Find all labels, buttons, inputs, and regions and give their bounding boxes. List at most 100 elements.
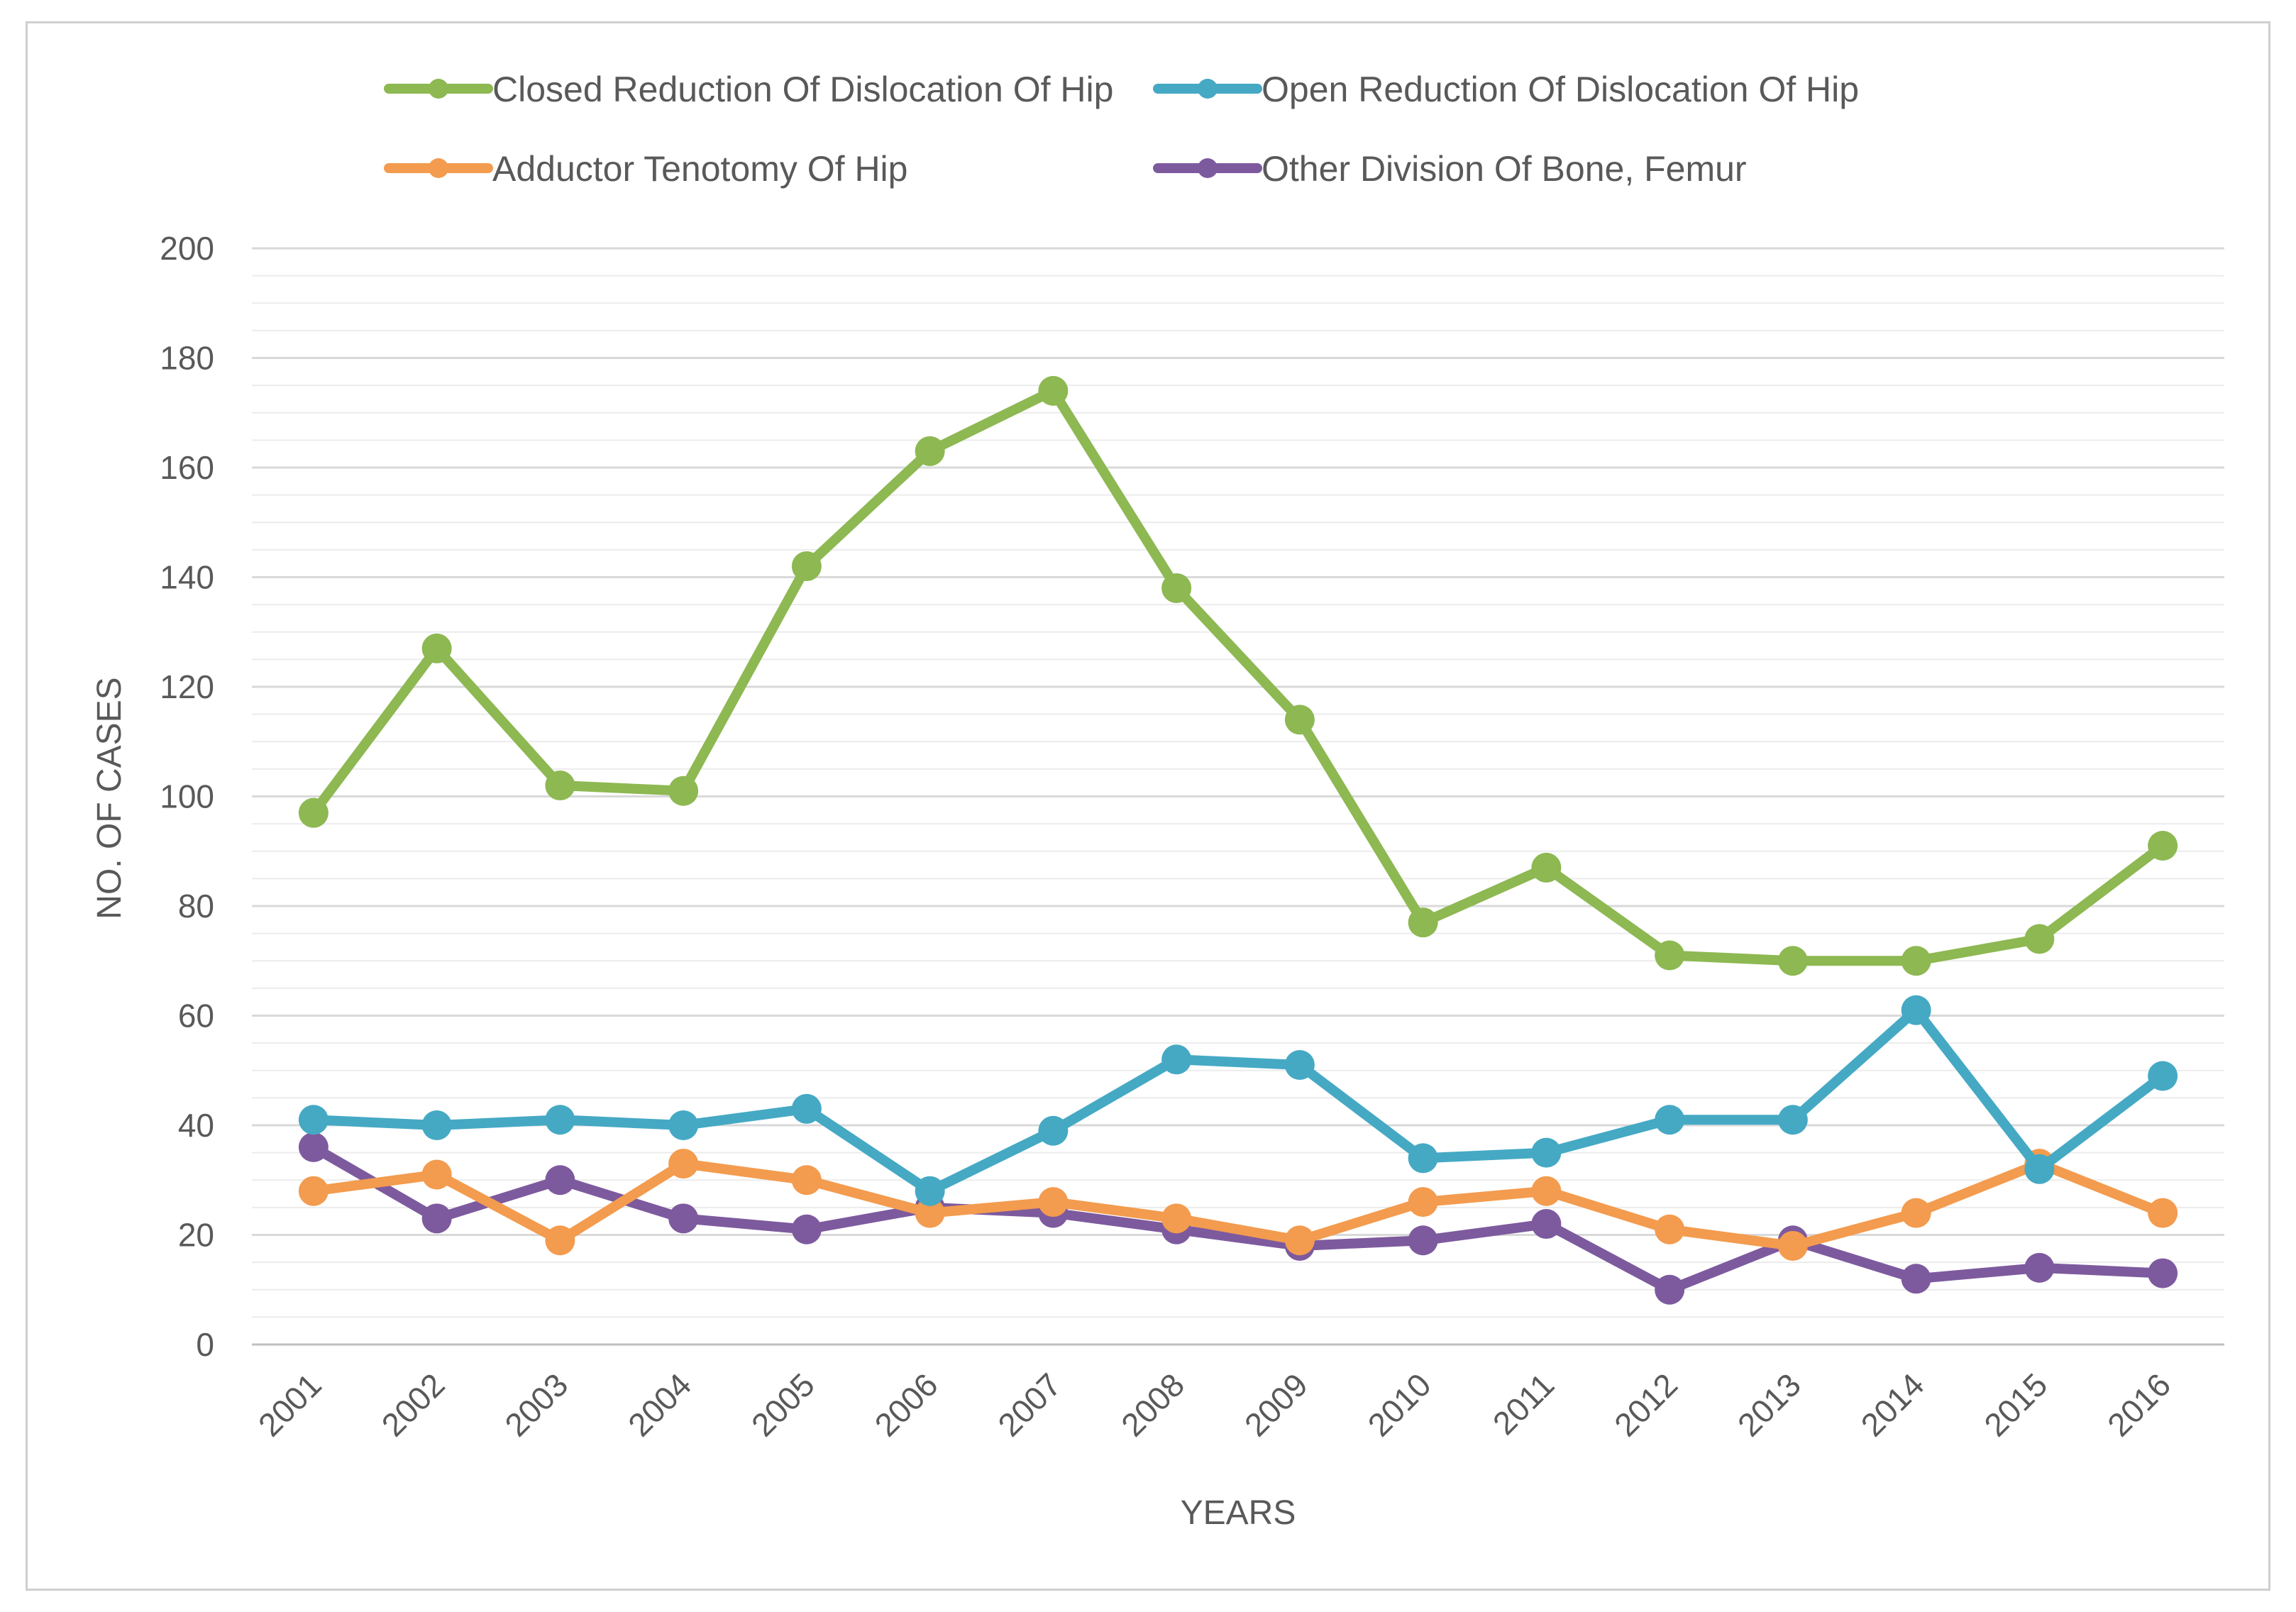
x-tick-label: 2008 xyxy=(1114,1366,1191,1443)
legend-item: Other Division Of Bone, Femur xyxy=(1153,149,1747,189)
data-point xyxy=(298,1105,329,1135)
y-tick-label: 20 xyxy=(178,1217,214,1254)
y-tick-label: 60 xyxy=(178,998,214,1034)
legend-item: Adductor Tenotomy Of Hip xyxy=(384,149,907,189)
data-point xyxy=(1038,1115,1069,1146)
legend-item: Closed Reduction Of Dislocation Of Hip xyxy=(384,70,1113,109)
y-tick-label: 180 xyxy=(160,340,214,377)
data-point xyxy=(421,1110,452,1140)
data-point xyxy=(2024,1154,2055,1184)
data-point xyxy=(1901,1264,1931,1294)
x-tick-label: 2015 xyxy=(1977,1366,2054,1443)
data-point xyxy=(421,633,452,663)
legend-label: Open Reduction Of Dislocation Of Hip xyxy=(1262,70,1859,109)
y-tick-label: 0 xyxy=(196,1326,214,1363)
data-point xyxy=(298,1132,329,1162)
x-tick-label: 2009 xyxy=(1237,1366,1315,1443)
data-point xyxy=(791,1165,822,1196)
x-tick-label: 2005 xyxy=(744,1366,822,1443)
data-point xyxy=(1655,940,1685,971)
data-point xyxy=(545,1105,575,1135)
series-line xyxy=(308,1005,2168,1196)
data-point xyxy=(1531,1137,1562,1168)
legend: Closed Reduction Of Dislocation Of Hip Op… xyxy=(384,70,1859,189)
x-tick-label: 2010 xyxy=(1361,1366,1438,1443)
data-point xyxy=(1531,1176,1562,1206)
data-point xyxy=(915,1176,945,1206)
data-point xyxy=(1531,1209,1562,1240)
data-point xyxy=(668,1203,699,1234)
data-point xyxy=(545,1225,575,1256)
legend-item: Open Reduction Of Dislocation Of Hip xyxy=(1153,70,1859,109)
y-tick-label: 100 xyxy=(160,778,214,815)
legend-swatch-marker xyxy=(429,158,448,178)
y-tick-label: 80 xyxy=(178,888,214,924)
data-point xyxy=(2024,924,2055,954)
x-tick-label: 2014 xyxy=(1854,1366,1931,1443)
data-point xyxy=(2148,831,2178,861)
data-point xyxy=(1284,1050,1315,1081)
y-tick-label: 40 xyxy=(178,1107,214,1144)
x-tick-label: 2001 xyxy=(251,1366,329,1443)
data-point xyxy=(2148,1198,2178,1228)
y-tick-label: 140 xyxy=(160,559,214,596)
data-point xyxy=(545,1165,575,1196)
data-point xyxy=(791,551,822,582)
data-point xyxy=(1408,1143,1438,1174)
data-point xyxy=(1777,946,1808,976)
data-point xyxy=(1284,1225,1315,1256)
data-point xyxy=(421,1159,452,1190)
x-axis-tick-labels: 2001 2002 2003 2004 2005 2006 2007 2008 2009 2010… xyxy=(251,1366,2178,1443)
data-point xyxy=(915,1198,945,1228)
legend-swatch-marker xyxy=(1198,158,1218,178)
data-point xyxy=(1901,1198,1931,1228)
series-line xyxy=(308,385,2168,966)
data-point xyxy=(1408,907,1438,938)
data-point xyxy=(1901,946,1931,976)
x-tick-label: 2012 xyxy=(1607,1366,1684,1443)
data-point xyxy=(1161,1044,1192,1075)
data-point xyxy=(2148,1258,2178,1288)
data-point xyxy=(1161,573,1192,603)
x-tick-label: 2013 xyxy=(1731,1366,1808,1443)
chart-frame xyxy=(26,21,2270,1591)
series-2 xyxy=(298,995,2178,1206)
y-axis-tick-labels: 0 20 40 60 80 100 120 140 160 180 200 xyxy=(160,230,214,1363)
data-point xyxy=(421,1203,452,1234)
legend-swatch-marker xyxy=(1198,79,1218,99)
data-point xyxy=(1655,1105,1685,1135)
data-point xyxy=(1777,1230,1808,1261)
x-tick-label: 2011 xyxy=(1486,1366,1562,1442)
legend-label: Adductor Tenotomy Of Hip xyxy=(492,149,907,189)
x-tick-label: 2003 xyxy=(497,1366,575,1443)
data-point xyxy=(1408,1187,1438,1218)
data-point xyxy=(298,1176,329,1206)
data-point xyxy=(668,775,699,806)
data-point xyxy=(1408,1225,1438,1256)
series-1 xyxy=(298,375,2178,976)
data-point xyxy=(1161,1203,1192,1234)
data-point xyxy=(1901,995,1931,1025)
legend-label: Closed Reduction Of Dislocation Of Hip xyxy=(492,70,1113,109)
data-point xyxy=(791,1093,822,1124)
data-point xyxy=(1038,375,1069,406)
data-point xyxy=(2024,1252,2055,1283)
legend-swatch-marker xyxy=(429,79,448,99)
series-3 xyxy=(298,1149,2178,1261)
x-tick-label: 2002 xyxy=(375,1366,452,1443)
x-tick-label: 2007 xyxy=(990,1366,1068,1443)
data-point xyxy=(1284,705,1315,735)
legend-label: Other Division Of Bone, Femur xyxy=(1262,149,1747,189)
data-point xyxy=(668,1110,699,1140)
x-axis-title: YEARS xyxy=(1181,1494,1296,1532)
series-layer xyxy=(298,375,2178,1305)
x-tick-label: 2006 xyxy=(868,1366,945,1443)
data-point xyxy=(298,797,329,828)
data-point xyxy=(915,436,945,466)
data-point xyxy=(1038,1187,1069,1218)
x-tick-label: 2004 xyxy=(621,1366,698,1443)
data-point xyxy=(791,1214,822,1244)
data-point xyxy=(1531,852,1562,883)
data-point xyxy=(668,1149,699,1179)
